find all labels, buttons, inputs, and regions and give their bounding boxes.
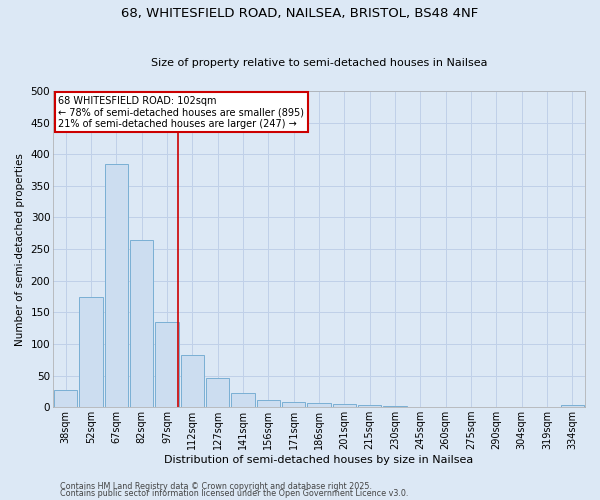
Bar bbox=[383, 406, 407, 407]
Bar bbox=[307, 404, 331, 407]
Y-axis label: Number of semi-detached properties: Number of semi-detached properties bbox=[15, 152, 25, 346]
Bar bbox=[155, 322, 179, 407]
Bar bbox=[105, 164, 128, 407]
Bar bbox=[333, 404, 356, 407]
Bar bbox=[79, 296, 103, 407]
Bar bbox=[181, 356, 204, 407]
Bar bbox=[232, 394, 255, 407]
Bar bbox=[560, 404, 584, 407]
Bar bbox=[54, 390, 77, 407]
Bar bbox=[282, 402, 305, 407]
X-axis label: Distribution of semi-detached houses by size in Nailsea: Distribution of semi-detached houses by … bbox=[164, 455, 473, 465]
Bar bbox=[257, 400, 280, 407]
Text: Contains public sector information licensed under the Open Government Licence v3: Contains public sector information licen… bbox=[60, 490, 409, 498]
Bar bbox=[409, 406, 432, 407]
Text: 68 WHITESFIELD ROAD: 102sqm
← 78% of semi-detached houses are smaller (895)
21% : 68 WHITESFIELD ROAD: 102sqm ← 78% of sem… bbox=[58, 96, 304, 129]
Text: Contains HM Land Registry data © Crown copyright and database right 2025.: Contains HM Land Registry data © Crown c… bbox=[60, 482, 372, 491]
Bar bbox=[358, 406, 382, 407]
Bar bbox=[130, 240, 154, 407]
Bar bbox=[206, 378, 229, 407]
Text: 68, WHITESFIELD ROAD, NAILSEA, BRISTOL, BS48 4NF: 68, WHITESFIELD ROAD, NAILSEA, BRISTOL, … bbox=[121, 8, 479, 20]
Title: Size of property relative to semi-detached houses in Nailsea: Size of property relative to semi-detach… bbox=[151, 58, 487, 68]
